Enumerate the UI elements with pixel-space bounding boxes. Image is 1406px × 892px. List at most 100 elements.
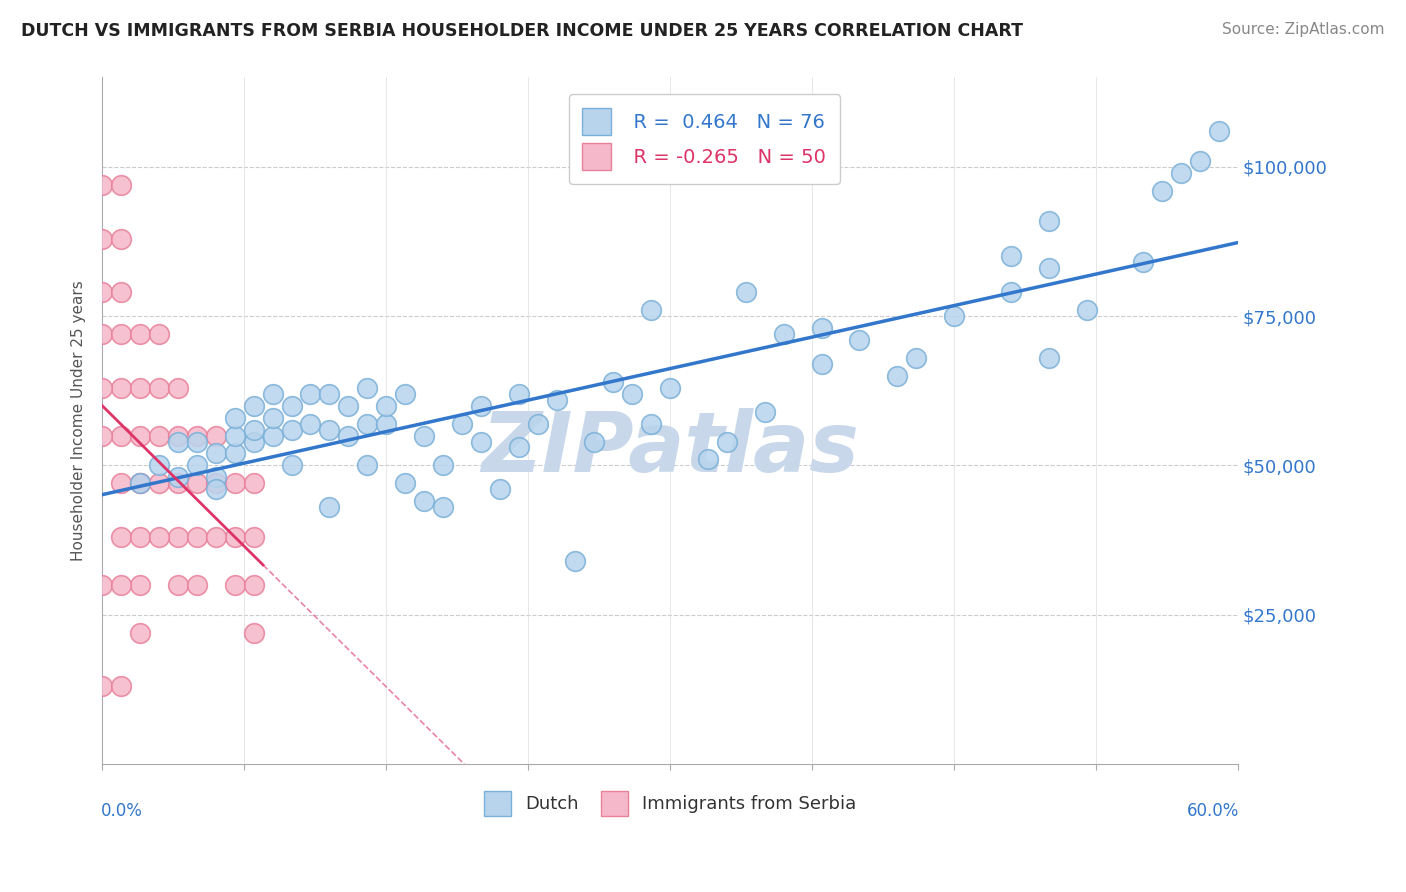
Text: Source: ZipAtlas.com: Source: ZipAtlas.com [1222, 22, 1385, 37]
Point [640, 303, 662, 318]
Point [262, 410, 284, 425]
Point [1038, 351, 1060, 365]
Point [167, 530, 190, 544]
Point [242, 476, 264, 491]
Point [91, 327, 114, 342]
Point [508, 441, 530, 455]
Point [375, 399, 398, 413]
Point [488, 483, 510, 497]
Point [91, 285, 114, 300]
Point [413, 494, 436, 508]
Point [167, 434, 190, 449]
Text: ZIPatlas: ZIPatlas [481, 408, 859, 489]
Point [356, 381, 378, 395]
Point [621, 386, 644, 401]
Point [318, 500, 340, 515]
Point [129, 428, 152, 442]
Point [91, 428, 114, 442]
Point [91, 381, 114, 395]
Point [394, 476, 416, 491]
Point [734, 285, 756, 300]
Point [1170, 166, 1192, 180]
Point [356, 417, 378, 431]
Point [299, 386, 322, 401]
Legend: Dutch, Immigrants from Serbia: Dutch, Immigrants from Serbia [477, 783, 863, 823]
Point [432, 500, 454, 515]
Y-axis label: Householder Income Under 25 years: Householder Income Under 25 years [72, 280, 86, 561]
Text: 60.0%: 60.0% [1187, 802, 1239, 820]
Point [318, 423, 340, 437]
Point [204, 476, 226, 491]
Point [186, 476, 208, 491]
Point [470, 434, 492, 449]
Point [337, 399, 360, 413]
Text: DUTCH VS IMMIGRANTS FROM SERBIA HOUSEHOLDER INCOME UNDER 25 YEARS CORRELATION CH: DUTCH VS IMMIGRANTS FROM SERBIA HOUSEHOL… [21, 22, 1024, 40]
Point [224, 410, 246, 425]
Point [129, 625, 152, 640]
Point [186, 530, 208, 544]
Point [167, 578, 190, 592]
Point [110, 327, 132, 342]
Point [886, 368, 908, 383]
Point [1000, 285, 1022, 300]
Point [337, 428, 360, 442]
Point [810, 321, 832, 335]
Point [91, 679, 114, 693]
Point [1189, 153, 1212, 168]
Point [280, 399, 302, 413]
Point [375, 417, 398, 431]
Point [299, 417, 322, 431]
Point [848, 333, 870, 347]
Point [470, 399, 492, 413]
Point [640, 417, 662, 431]
Point [167, 428, 190, 442]
Point [394, 386, 416, 401]
Point [110, 178, 132, 192]
Point [148, 458, 170, 473]
Point [129, 327, 152, 342]
Point [204, 530, 226, 544]
Point [129, 476, 152, 491]
Point [91, 178, 114, 192]
Point [224, 476, 246, 491]
Point [110, 578, 132, 592]
Point [905, 351, 928, 365]
Point [697, 452, 720, 467]
Point [110, 381, 132, 395]
Point [148, 381, 170, 395]
Point [1038, 261, 1060, 276]
Point [659, 381, 682, 395]
Point [110, 530, 132, 544]
Point [148, 428, 170, 442]
Point [242, 434, 264, 449]
Point [186, 458, 208, 473]
Point [1000, 250, 1022, 264]
Point [508, 386, 530, 401]
Point [602, 375, 624, 389]
Point [1152, 184, 1174, 198]
Point [242, 423, 264, 437]
Point [110, 285, 132, 300]
Point [432, 458, 454, 473]
Point [204, 428, 226, 442]
Point [204, 470, 226, 484]
Point [129, 578, 152, 592]
Point [148, 476, 170, 491]
Point [413, 428, 436, 442]
Point [564, 554, 586, 568]
Point [242, 625, 264, 640]
Point [526, 417, 548, 431]
Point [148, 530, 170, 544]
Point [262, 386, 284, 401]
Point [356, 458, 378, 473]
Point [167, 381, 190, 395]
Point [280, 423, 302, 437]
Point [224, 428, 246, 442]
Point [129, 476, 152, 491]
Point [110, 476, 132, 491]
Point [772, 327, 794, 342]
Text: 0.0%: 0.0% [101, 802, 143, 820]
Point [110, 679, 132, 693]
Point [148, 327, 170, 342]
Point [129, 476, 152, 491]
